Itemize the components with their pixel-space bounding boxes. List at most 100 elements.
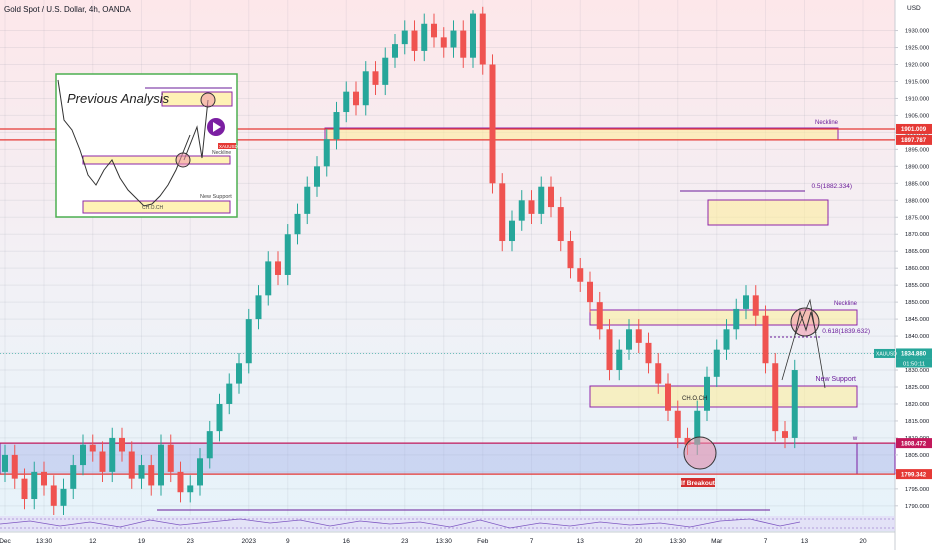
indicator-panel: [0, 516, 895, 531]
candle-body: [538, 186, 545, 214]
candle-body: [11, 454, 18, 479]
y-tick-label: 1870.000: [905, 232, 929, 238]
candle-body: [333, 112, 340, 140]
y-tick-label: 1855.000: [905, 283, 929, 289]
play-icon: [213, 122, 221, 132]
candle-body: [304, 186, 311, 214]
annotation: New Support: [816, 376, 857, 383]
candle-body: [148, 465, 155, 486]
candle-body: [587, 281, 593, 303]
candle-body: [401, 30, 408, 45]
annotation: lf Breakout: [681, 480, 716, 487]
x-tick-label: 7: [764, 538, 768, 545]
candle-body: [109, 437, 116, 472]
candle-body: [362, 71, 369, 106]
annotation: 0.5(1882.334): [812, 183, 852, 190]
annotation: 0.618(1839.632): [822, 328, 870, 335]
inset-tag-text: XAUUSD: [219, 144, 239, 149]
x-tick-label: 20: [859, 538, 867, 545]
x-tick-label: 13:30: [436, 538, 453, 545]
price-tag-text: 1808.472: [901, 441, 927, 447]
zone: [589, 385, 858, 408]
x-tick-label: Mar: [711, 538, 723, 545]
y-tick-label: 1915.000: [905, 79, 929, 85]
candle-body: [762, 315, 769, 364]
x-tick-label: Feb: [477, 538, 489, 545]
candle-body: [197, 458, 203, 486]
price-tag: [896, 348, 932, 359]
candle-body: [177, 471, 184, 493]
inset-label: CH.O.CH: [142, 205, 164, 211]
candle-body: [596, 302, 603, 330]
countdown-tag: [896, 358, 932, 368]
y-tick-label: 1875.000: [905, 215, 929, 221]
inset-title: Previous Analysis: [67, 91, 170, 106]
candle-body: [645, 342, 652, 364]
candle-body: [60, 488, 67, 506]
y-tick-label: 1865.000: [905, 249, 929, 255]
zone: [707, 199, 829, 226]
x-tick-label: 23: [187, 538, 195, 545]
y-tick-label: 1805.000: [905, 453, 929, 459]
annotation-box: [681, 478, 715, 487]
annotation: CH.O.CH: [682, 396, 707, 402]
x-tick-label: 19: [138, 538, 146, 545]
symbol-tag-text: XAUUSD: [876, 351, 897, 357]
currency: USD: [907, 5, 921, 12]
candle-body: [70, 465, 77, 489]
inset-zone: [82, 155, 231, 165]
x-tick-label: Dec: [0, 538, 12, 545]
x-tick-label: 9: [286, 538, 290, 545]
candle-body: [265, 261, 272, 296]
candle-body: [635, 329, 642, 343]
x-tick-label: 20: [635, 538, 643, 545]
candle-body: [518, 200, 525, 221]
price-tag-text: 1897.787: [901, 138, 927, 144]
chart-title: Gold Spot / U.S. Dollar, 4h, OANDA: [4, 5, 131, 14]
candle-body: [655, 363, 662, 384]
candle-body: [80, 444, 86, 466]
candle-body: [460, 30, 467, 58]
candle-body: [489, 64, 496, 184]
x-tick-label: 13:30: [670, 538, 687, 545]
annotation: Neckline: [815, 120, 839, 126]
candle-body: [440, 37, 447, 48]
candle-body: [606, 329, 613, 371]
candle-body: [616, 349, 623, 371]
candle-body: [158, 444, 164, 486]
candle-body: [704, 376, 710, 411]
inset: Previous Analysis Neckline New Support C…: [55, 73, 239, 218]
candle-body: [343, 91, 350, 113]
y-tick-label: 1790.000: [905, 504, 929, 510]
y-tick-label: 1860.000: [905, 266, 929, 272]
candle-body: [21, 478, 28, 500]
candle-body: [411, 30, 418, 51]
candle-body: [284, 234, 291, 275]
candle-body: [713, 349, 720, 377]
candle-body: [733, 308, 740, 330]
candle-body: [392, 44, 398, 58]
inset-tag: [218, 143, 236, 149]
symbol-tag: [874, 348, 895, 358]
y-tick-label: 1910.000: [905, 96, 929, 102]
x-tick-label: 23: [401, 538, 409, 545]
candle-body: [275, 261, 281, 275]
x-tick-label: 12: [89, 538, 97, 545]
price-tag-text: 1799.342: [901, 472, 927, 478]
price-tag: [896, 134, 932, 145]
inset-zone: [161, 91, 233, 107]
y-tick-label: 1850.000: [905, 300, 929, 306]
annotation: w: [852, 436, 858, 442]
candle-body: [255, 295, 262, 320]
w-pattern: [794, 310, 817, 336]
candle-body: [626, 329, 632, 350]
candle-body: [382, 57, 389, 85]
y-tick-label: 1885.000: [905, 181, 929, 187]
candle-body: [752, 295, 759, 316]
candle-body: [772, 363, 779, 432]
candle-body: [499, 183, 506, 242]
y-tick-label: 1920.000: [905, 63, 929, 69]
candle-body: [479, 13, 486, 65]
candle-body: [509, 220, 515, 242]
